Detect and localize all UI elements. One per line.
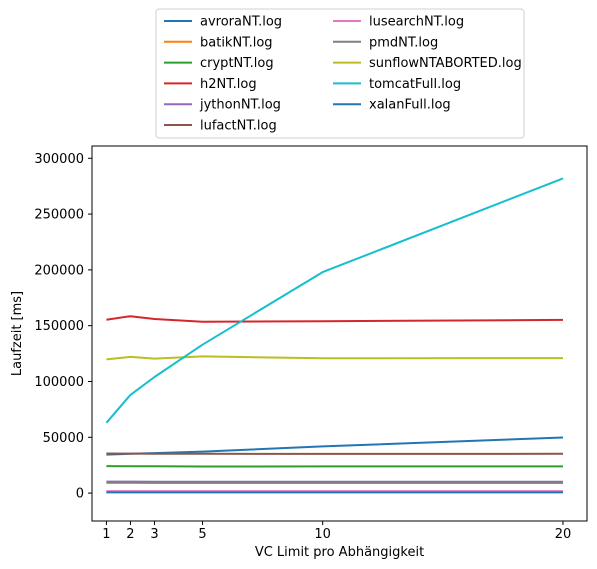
x-tick-label: 5 <box>198 527 206 542</box>
x-axis-ticks: 1 2 3 5 10 20 <box>102 521 571 542</box>
legend-label: lufactNT.log <box>200 119 277 134</box>
y-tick-label: 100000 <box>34 375 84 390</box>
y-tick-label: 250000 <box>34 208 84 223</box>
plot-frame <box>91 145 588 522</box>
legend-frame <box>155 8 525 139</box>
legend-label: tomcatFull.log <box>369 77 461 92</box>
y-tick-label: 50000 <box>43 431 84 446</box>
legend-label: h2NT.log <box>200 77 257 92</box>
y-tick-label: 200000 <box>34 263 84 278</box>
plot-area <box>92 146 587 521</box>
x-tick-label: 1 <box>102 527 110 542</box>
legend-label: xalanFull.log <box>369 98 451 113</box>
legend-label: batikNT.log <box>200 35 273 50</box>
legend-label: sunflowNTABORTED.log <box>369 56 522 71</box>
y-axis-label: Laufzeit [ms] <box>10 291 25 376</box>
series-line-8 <box>106 355 564 361</box>
x-axis-label: VC Limit pro Abhängigkeit <box>255 545 424 560</box>
y-axis-ticks: 0 50000 100000 150000 200000 250000 300000 <box>34 152 92 502</box>
x-tick-label: 10 <box>314 527 331 542</box>
x-tick-label: 20 <box>555 527 572 542</box>
legend-label: lusearchNT.log <box>369 15 464 30</box>
series-layer <box>105 177 564 494</box>
y-tick-label: 0 <box>76 487 84 502</box>
legend-label: jythonNT.log <box>199 98 281 113</box>
series-line-9 <box>105 177 564 424</box>
legend-label: avroraNT.log <box>200 15 282 30</box>
legend-label: pmdNT.log <box>369 35 438 50</box>
y-tick-label: 150000 <box>34 319 84 334</box>
x-tick-label: 2 <box>126 527 134 542</box>
series-line-3 <box>106 315 564 323</box>
x-tick-label: 3 <box>150 527 158 542</box>
legend: avroraNT.log batikNT.log cryptNT.log h2NT.l… <box>155 8 525 139</box>
legend-label: cryptNT.log <box>200 56 274 71</box>
y-tick-label: 300000 <box>34 152 84 167</box>
